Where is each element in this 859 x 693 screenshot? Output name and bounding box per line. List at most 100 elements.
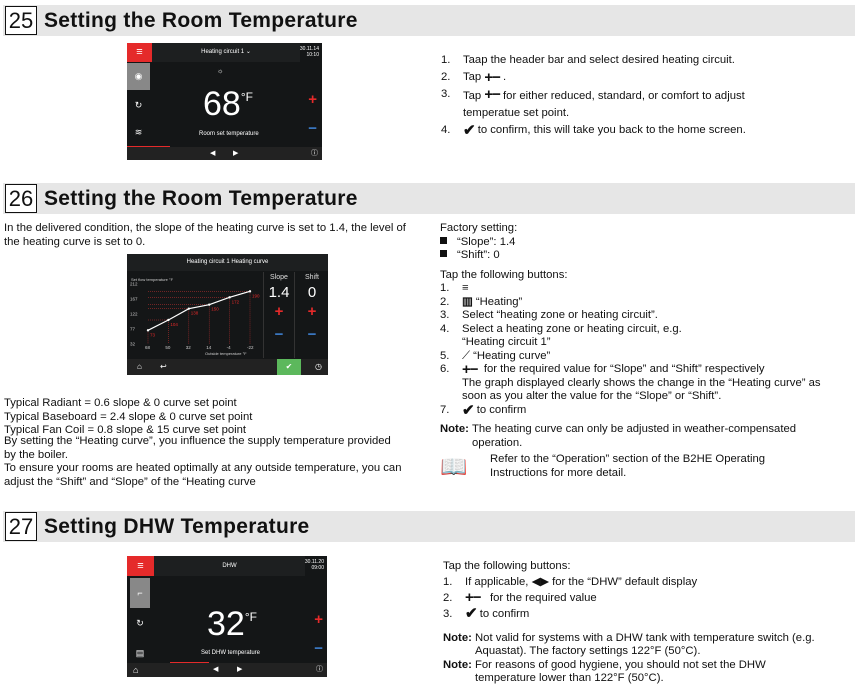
point-label: 172	[232, 299, 240, 304]
time-program-icon[interactable]: ↻	[136, 618, 144, 628]
slope-minus-button[interactable]: −	[274, 326, 284, 343]
left-arrow-icon[interactable]: ◀	[213, 666, 219, 673]
tank-icon[interactable]: ▤	[135, 648, 145, 658]
radiator-icon: ▥	[462, 295, 473, 308]
section-header-27: 27 Setting DHW Temperature	[3, 511, 855, 542]
factory-settings: Factory setting: “Slope”: 1.4 “Shift”: 0…	[440, 222, 855, 481]
temperature-label: Set DHW temperature	[201, 650, 261, 656]
curve-point	[228, 296, 231, 299]
help-icon[interactable]: ⓘ	[316, 666, 323, 673]
note: Note: The heating curve can only be adjus…	[440, 423, 797, 449]
section-header-26: 26 Setting the Room Temperature	[3, 183, 855, 214]
step: 7. ✔ to confirm	[440, 401, 527, 419]
heating-curve-screen: Heating circuit 1 Heating curve Set flow…	[127, 254, 328, 375]
datetime: 30.11.14 10:10	[299, 46, 319, 58]
steps-25: 1. Taap the header bar and select desired…	[441, 52, 763, 139]
step: 1. If applicable, ◀▶ for the “DHW” defaul…	[443, 575, 698, 588]
y-tick: 122	[130, 312, 138, 317]
steps-26: 1. ≡ 2. ▥ “Heating” 3. Select “heating zone…	[440, 282, 855, 417]
section-title: Setting DHW Temperature	[44, 514, 310, 538]
x-tick: -22	[247, 345, 254, 350]
room-temp-screen: ≡ Heating circuit 1 ⌄ 30.11.14 10:10 ◉ ↻ …	[127, 43, 322, 160]
help-icon[interactable]: ⓘ	[311, 150, 318, 157]
section-number: 26	[5, 184, 37, 213]
header-bar[interactable]: Heating circuit 1 ⌄	[152, 43, 300, 62]
shift-minus-button[interactable]: −	[307, 326, 317, 343]
menu-icon[interactable]: ≡	[127, 556, 154, 576]
step: 3. ✔ to confirm	[443, 604, 530, 622]
plus-minus-icon: +−	[465, 588, 482, 606]
left-arrow-icon[interactable]: ◀	[210, 150, 216, 157]
curve-point	[187, 307, 190, 310]
y-tick: 212	[130, 282, 138, 287]
step: 1. ≡	[440, 282, 469, 294]
slope-plus-button[interactable]: +	[274, 303, 284, 320]
time-program-icon[interactable]: ↻	[134, 100, 143, 110]
section-number: 27	[5, 512, 37, 541]
section-number: 25	[5, 6, 37, 35]
curve-point	[248, 290, 252, 293]
shift-label: Shift	[304, 274, 319, 281]
slope-label: Slope	[270, 274, 288, 281]
step: 5. ⟋ “Heating curve”	[440, 349, 551, 362]
menu-icon[interactable]: ≡	[127, 43, 152, 62]
left-right-arrows-icon: ◀▶	[531, 575, 549, 588]
back-icon[interactable]: ↩	[160, 362, 167, 371]
heating-icon[interactable]: ≋	[134, 127, 143, 137]
circuit-name: Heating circuit 1	[201, 49, 245, 55]
point-label: 73	[150, 332, 156, 337]
point-label: 150	[211, 307, 219, 312]
step: 3. Select “heating zone or heating circui…	[440, 309, 658, 321]
dhw-instructions: Tap the following buttons: 1. If applicab…	[443, 560, 853, 686]
x-tick: 32	[186, 345, 192, 350]
header-bar[interactable]: DHW	[154, 556, 305, 576]
curve-point	[146, 329, 150, 332]
plus-minus-icon: +−	[484, 69, 501, 86]
step-6-detail: The graph displayed clearly shows the ch…	[462, 376, 821, 403]
clock-icon[interactable]: ◷	[315, 362, 322, 371]
shift-plus-button[interactable]: +	[307, 303, 317, 320]
temperature-value: 32°F	[207, 605, 257, 643]
footer-bar: ⌂ ◀ ▶ ⓘ	[127, 663, 327, 677]
right-arrow-icon[interactable]: ▶	[237, 666, 243, 673]
typical-settings: Typical Radiant = 0.6 slope & 0 curve se…	[4, 397, 253, 436]
plus-minus-icon: +−	[484, 86, 501, 103]
temperature-label: Room set temperature	[199, 131, 259, 137]
minus-button[interactable]: −	[314, 640, 323, 657]
step: 2. Tap +− .	[441, 69, 507, 86]
screen-header: Heating circuit 1 Heating curve	[127, 254, 328, 271]
y-tick: 167	[130, 297, 138, 302]
right-arrow-icon[interactable]: ▶	[233, 150, 239, 157]
confirm-button[interactable]: ✔	[277, 359, 301, 375]
shift-panel: Shift 0 + −	[294, 272, 328, 358]
book-icon: 📖	[440, 454, 468, 479]
shift-value: 0	[307, 284, 317, 301]
curve-point	[208, 303, 211, 306]
slope-panel: Slope 1.4 + −	[263, 272, 294, 358]
x-tick: -4	[227, 345, 231, 350]
room-mode-icon[interactable]: ◉	[127, 63, 150, 90]
menu-icon: ≡	[462, 282, 469, 294]
step: 2. +− for the required value	[443, 588, 597, 606]
footer-bar: ⌂ ↩ ✔ ◷	[127, 359, 328, 375]
sun-icon: ☼	[217, 68, 224, 75]
step: 6. +− for the required value for “Slope” …	[440, 361, 765, 378]
step: 4. Select a heating zone or heating circu…	[440, 322, 682, 349]
note: Note: Not valid for systems with a DHW ta…	[443, 631, 815, 658]
heating-curve-explanation: By setting the “Heating curve”, you infl…	[4, 435, 402, 488]
section-header-25: 25 Setting the Room Temperature	[3, 5, 855, 36]
home-icon[interactable]: ⌂	[137, 362, 142, 371]
tap-icon[interactable]: ⌐	[130, 578, 150, 608]
plus-button[interactable]: +	[308, 91, 317, 108]
checkmark-icon: ✔	[462, 401, 475, 419]
intro-text: In the delivered condition, the slope of…	[4, 222, 406, 248]
minus-button[interactable]: −	[308, 120, 317, 137]
heating-curve-icon: ⟋	[462, 349, 470, 362]
refer-note: 📖 Refer to the “Operation” section of the…	[440, 453, 766, 479]
home-icon[interactable]: ⌂	[133, 665, 139, 675]
step: 2. ▥ “Heating”	[440, 295, 523, 308]
note: Note: For reasons of good hygiene, you sh…	[443, 658, 766, 685]
y-tick: 77	[130, 327, 136, 332]
y-axis-label: Set flow temperature °F	[131, 277, 174, 282]
plus-button[interactable]: +	[314, 611, 323, 628]
